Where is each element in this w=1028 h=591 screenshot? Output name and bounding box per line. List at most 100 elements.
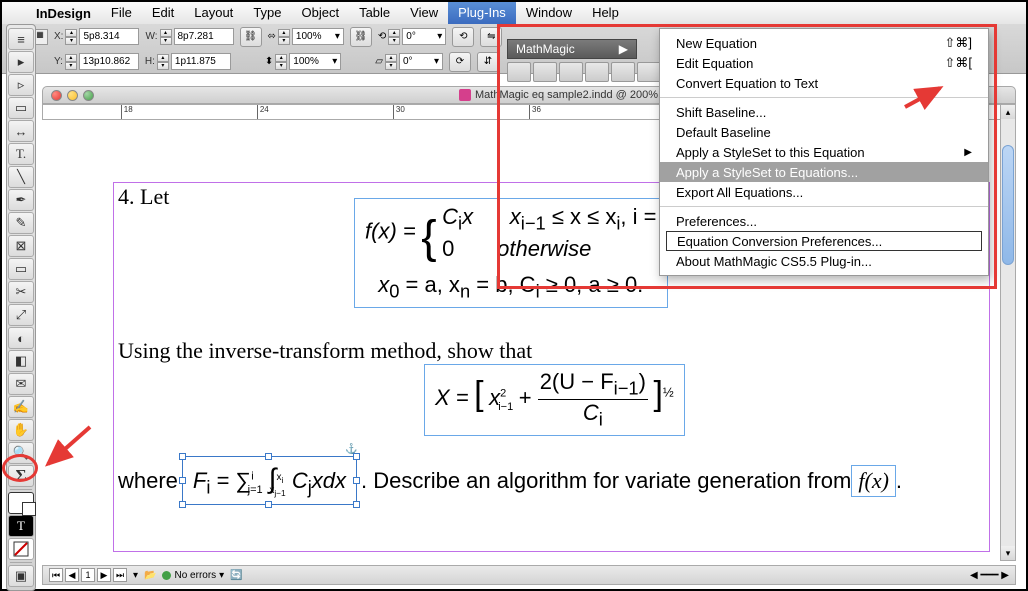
shear-stepper[interactable]: ▴▾ [385,54,397,70]
window-minimize-icon[interactable] [67,90,78,101]
equation-frame-2[interactable]: X = [ x2i−1 + 2(U − Fi−1) Ci ]½ [424,364,685,436]
direct-selection-tool-icon[interactable]: ▹ [8,74,34,96]
menubar: InDesign File Edit Layout Type Object Ta… [2,2,1026,24]
window-zoom-icon[interactable] [83,90,94,101]
w-input[interactable]: 8p7.281 [174,28,234,45]
menu-convert-to-text[interactable]: Convert Equation to Text [660,73,988,93]
menu-apply-styleset-all[interactable]: Apply a StyleSet to Equations... [660,162,988,182]
pencil-tool-icon[interactable]: ✎ [8,212,34,234]
type-tool-icon[interactable]: T. [8,143,34,165]
apply-none-icon[interactable] [8,538,34,560]
menu-edit[interactable]: Edit [142,2,184,24]
menu-shift-baseline[interactable]: Shift Baseline... [660,102,988,122]
window-close-icon[interactable] [51,90,62,101]
menu-table[interactable]: Table [349,2,400,24]
link-scale-icon[interactable]: ⛓ [350,27,372,47]
pen-tool-icon[interactable]: ✒ [8,189,34,211]
menu-window[interactable]: Window [516,2,582,24]
menu-eq-conversion-prefs[interactable]: Equation Conversion Preferences... [666,231,982,251]
plugin-submenu-mathmagic[interactable]: MathMagic▶ [507,39,637,59]
menu-about-plugin[interactable]: About MathMagic CS5.5 Plug-in... [660,251,988,271]
page-nav[interactable]: ⏮ ◀ 1 ▶ ⏭ [49,568,127,582]
page-field[interactable]: 1 [81,568,95,582]
line-tool-icon[interactable]: ╲ [8,166,34,188]
doc-title: MathMagic eq sample2.indd @ 200% [475,89,658,101]
equation-frame-3-selected[interactable]: ⚓ Fi = ∑ij=1 ∫xixj−1 Cjxdx [182,456,357,505]
scaley-stepper[interactable]: ▴▾ [275,54,287,70]
gap-tool-icon[interactable]: ↔ [8,120,34,142]
selection-tool-icon[interactable]: ▸ [8,51,34,73]
rotate-ccw-icon[interactable]: ⟲ [452,27,474,47]
scalex-input[interactable]: 100%▾ [292,28,344,45]
y-label: Y: [54,56,63,67]
page-tool-icon[interactable]: ▭ [8,97,34,119]
menu-file[interactable]: File [101,2,142,24]
scroll-down-icon[interactable]: ▾ [1001,546,1015,560]
scaley-input[interactable]: 100%▾ [289,53,341,70]
menu-type[interactable]: Type [243,2,291,24]
last-page-icon[interactable]: ⏭ [113,568,127,582]
mathmagic-sigma-tool-icon[interactable]: Σ [8,465,34,487]
status-bar: ⏮ ◀ 1 ▶ ⏭ ▾ 📂 No errors▾ 🔄 ◀ ━━━ ▶ [42,565,1016,585]
menu-help[interactable]: Help [582,2,629,24]
scroll-thumb[interactable] [1002,145,1014,265]
sync-icon[interactable]: 🔄 [230,570,242,581]
menu-new-equation[interactable]: New Equation⇧⌘] [660,33,988,53]
view-mode-icon[interactable]: ▣ [8,565,34,587]
next-page-icon[interactable]: ▶ [97,568,111,582]
scissors-tool-icon[interactable]: ✂ [8,281,34,303]
menu-layout[interactable]: Layout [184,2,243,24]
note-tool-icon[interactable]: ✉ [8,373,34,395]
free-transform-tool-icon[interactable]: ⤢ [8,304,34,326]
scroll-up-icon[interactable]: ▴ [1001,105,1015,119]
text-line3: where ⚓ Fi = ∑ij=1 ∫xixj−1 Cjxdx . Descr… [118,456,902,505]
gradient-swatch-tool-icon[interactable]: ◐ [8,327,34,349]
rotate-input[interactable]: 0°▾ [402,28,446,45]
tb-icon[interactable] [533,62,557,82]
menu-view[interactable]: View [400,2,448,24]
flip-h-icon[interactable]: ⇋ [480,27,502,47]
x-stepper[interactable]: ▴▾ [65,29,77,45]
gradient-feather-tool-icon[interactable]: ◧ [8,350,34,372]
shear-input[interactable]: 0°▾ [399,53,443,70]
menu-apply-styleset-this[interactable]: Apply a StyleSet to this Equation▶ [660,142,988,162]
tb-icon[interactable] [611,62,635,82]
app-name[interactable]: InDesign [26,6,101,21]
vertical-scrollbar[interactable]: ▴ ▾ [1000,104,1016,561]
menu-default-baseline[interactable]: Default Baseline [660,122,988,142]
prev-page-icon[interactable]: ◀ [65,568,79,582]
tb-icon[interactable] [637,62,661,82]
tb-icon[interactable] [585,62,609,82]
rectangle-frame-tool-icon[interactable]: ⊠ [8,235,34,257]
h-stepper[interactable]: ▴▾ [157,54,169,70]
equation-frame-1[interactable]: f(x) = { Cix xi−1 ≤ x ≤ xi, i = 0 otherw… [354,198,668,308]
rotate-stepper[interactable]: ▴▾ [388,29,400,45]
tb-icon[interactable] [507,62,531,82]
h-input[interactable]: 1p11.875 [171,53,231,70]
fill-stroke-icon[interactable] [8,492,34,514]
preflight-status[interactable]: No errors▾ [162,570,224,581]
tools-menu-icon[interactable]: ≡ [8,28,34,50]
eyedropper-tool-icon[interactable]: ✍ [8,396,34,418]
link-wh-icon[interactable]: ⛓ [240,27,262,47]
scalex-stepper[interactable]: ▴▾ [278,29,290,45]
flip-v-icon[interactable]: ⇵ [477,52,499,72]
menu-plugins[interactable]: Plug-Ins [448,2,516,24]
x-input[interactable]: 5p8.314 [79,28,139,45]
hand-tool-icon[interactable]: ✋ [8,419,34,441]
y-input[interactable]: 13p10.862 [79,53,139,70]
equation-frame-4[interactable]: f(x) [851,465,896,497]
tb-icon[interactable] [559,62,583,82]
rotate-cw-icon[interactable]: ⟳ [449,52,471,72]
first-page-icon[interactable]: ⏮ [49,568,63,582]
menu-object[interactable]: Object [292,2,350,24]
menu-edit-equation[interactable]: Edit Equation⇧⌘[ [660,53,988,73]
open-icon[interactable]: 📂 [144,570,156,581]
zoom-tool-icon[interactable]: 🔍 [8,442,34,464]
menu-export-all[interactable]: Export All Equations... [660,182,988,202]
w-stepper[interactable]: ▴▾ [160,29,172,45]
menu-preferences[interactable]: Preferences... [660,211,988,231]
rectangle-tool-icon[interactable]: ▭ [8,258,34,280]
apply-color-icon[interactable]: T [8,515,34,537]
y-stepper[interactable]: ▴▾ [65,54,77,70]
